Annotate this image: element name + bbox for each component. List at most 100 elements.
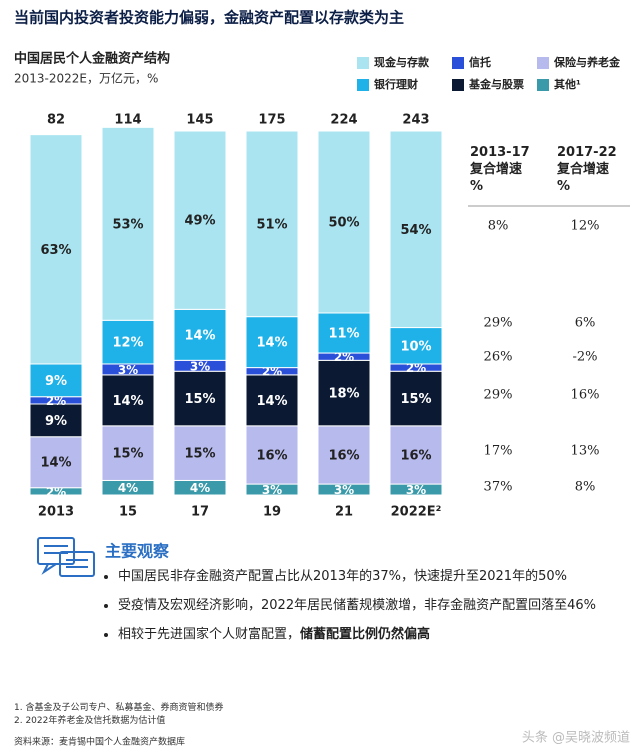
data-label: 3% [190,359,210,373]
table-cell: 26% [484,350,513,365]
bar-segment [245,130,299,318]
x-tick-label: 19 [263,505,281,520]
bar-segment [317,312,371,354]
data-label: 3% [262,483,282,497]
table-cell: 8% [488,219,509,234]
legend-label: 信托 [469,55,491,69]
obs-item: 相较于先进国家个人财富配置，储蓄配置比例仍然偏高 [118,624,638,645]
table-cell: -2% [572,350,597,365]
table-header: 2013-17 复合增速% [469,145,530,194]
legend-swatch [537,57,549,69]
data-label: 53% [112,217,143,232]
obs-list: 中国居民非存金融资产配置占比从2013年的37%，快速提升至2021年的50% 受… [100,566,638,653]
legend-label: 基金与股票 [468,77,524,91]
bar-segment [29,403,83,438]
obs-text: 相较于先进国家个人财富配置， [118,627,301,642]
data-label: 2% [334,350,354,364]
data-label: 14% [256,336,287,351]
table-cell: 6% [575,316,596,331]
obs-emphasis: 储蓄配置比例仍然偏高 [300,627,431,642]
legend-label: 银行理财 [374,77,418,91]
data-label: 9% [45,374,67,389]
legend-swatch [357,79,369,91]
data-label: 16% [328,448,359,463]
bar-segment [245,374,299,427]
bar-segment [101,126,155,321]
x-tick-label: 2013 [38,505,74,520]
bar-segment [101,319,155,365]
chart-title: 中国居民个人金融资产结构 [14,51,170,67]
data-label: 9% [45,414,67,429]
data-label: 16% [256,448,287,463]
data-label: 2% [406,361,426,375]
table-cell: 37% [484,480,513,495]
data-label: 4% [190,481,210,495]
obs-text: 中国居民非存金融资产配置占比从2013年的37%，快速提升至2021年的50% [118,569,567,584]
legend-label: 现金与存款 [374,55,430,69]
data-label: 15% [400,392,431,407]
x-tick-label: 21 [335,505,353,520]
footnote: 1. 含基金及子公司专户、私募基金、券商资管和债券 [14,703,224,713]
data-label: 14% [184,328,215,343]
bar-segment [317,359,371,427]
data-label: 51% [256,217,287,232]
data-label: 14% [112,394,143,409]
bar-segment [101,374,155,427]
obs-icon [37,537,95,577]
data-label: 14% [40,456,71,471]
bar-segment [173,130,227,310]
data-label: 2% [262,365,282,379]
bar-segment [245,316,299,369]
legend-swatch [452,57,464,69]
table-cell: 29% [484,388,513,403]
data-label: 49% [184,214,215,229]
data-label: 54% [400,223,431,238]
legend-swatch [357,57,369,69]
total-label: 243 [402,113,429,128]
legend-label: 其他¹ [554,77,581,91]
footnote: 2. 2022年养老金及信托数据为估计值 [14,716,166,726]
data-label: 3% [334,483,354,497]
data-label: 4% [118,481,138,495]
bar-segment [101,425,155,481]
data-label: 15% [184,447,215,462]
page-title: 当前国内投资者投资能力偏弱，金融资产配置以存款类为主 [14,9,404,27]
bar-segment [29,363,83,398]
bar-segment [389,130,443,329]
data-label: 12% [112,336,143,351]
data-label: 3% [118,363,138,377]
source: 资料来源：麦肯锡中国个人金融资产数据库 [14,736,185,748]
chart-subtitle: 2013-2022E，万亿元，% [14,71,158,86]
data-label: 10% [400,339,431,354]
obs-item: 中国居民非存金融资产配置占比从2013年的37%，快速提升至2021年的50% [118,566,638,587]
bar-segment [389,425,443,485]
total-label: 224 [330,113,357,128]
obs-item: 受疫情及宏观经济影响，2022年居民储蓄规模激增，非存金融资产配置回落至46% [118,595,638,616]
data-label: 15% [112,447,143,462]
total-label: 145 [186,113,213,128]
total-label: 114 [114,113,141,128]
data-label: 50% [328,216,359,231]
table-cell: 17% [484,444,513,459]
table-header: 2017-22 复合增速% [556,145,617,194]
bar-segment [29,436,83,489]
legend-swatch [537,79,549,91]
data-label: 2% [46,485,66,499]
total-label: 175 [258,113,285,128]
x-tick-label: 2022E² [391,505,442,520]
data-label: 63% [40,243,71,258]
bar-segment [389,327,443,365]
obs-title: 主要观察 [105,542,170,561]
table-cell: 12% [571,219,600,234]
data-label: 3% [406,483,426,497]
bar-segment [317,130,371,314]
legend-label: 保险与养老金 [553,55,621,69]
table-cell: 13% [571,444,600,459]
bar-segment [173,425,227,481]
bar-segment [173,370,227,427]
x-tick-label: 15 [119,505,137,520]
data-label: 2% [46,394,66,408]
table-cell: 29% [484,316,513,331]
